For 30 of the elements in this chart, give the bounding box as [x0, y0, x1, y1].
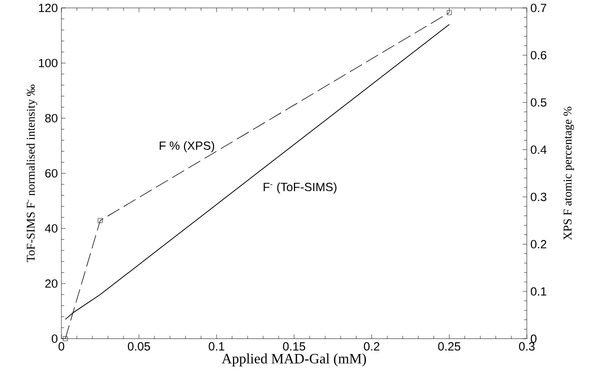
y-tick-label: 40	[44, 224, 58, 233]
y2-tick-label: 0.1	[530, 287, 546, 296]
y2-tick-label: 0.7	[530, 4, 546, 12]
y2-tick-label: 0.5	[530, 98, 546, 107]
x-tick-label: 0.1	[208, 342, 224, 351]
y-axis-title: ToF-SIMS F$^{-}$ normalised intensity ‰	[26, 84, 38, 262]
x-tick-label: 0.2	[364, 342, 380, 351]
y-tick-label: 60	[45, 169, 58, 178]
y2-tick-label: 0	[530, 334, 536, 343]
y2-tick-label: 0.6	[530, 50, 546, 60]
x-tick-label: 0.05	[128, 342, 150, 351]
point	[62, 336, 68, 341]
point	[98, 218, 103, 223]
y-tick-label: 120	[38, 4, 58, 12]
y-tick-label: 20	[45, 279, 58, 288]
series-label: F$^{-}$ (ToF-SIMS)	[264, 182, 336, 194]
x-tick-label: 0.15	[283, 342, 306, 351]
series-label: F % (XPS)	[160, 141, 214, 152]
x-tick-label: 0.25	[438, 342, 460, 351]
x-tick-label: 0.3	[519, 342, 535, 351]
y2-tick-label: 0.3	[530, 192, 546, 202]
point	[446, 10, 452, 15]
y-tick-label: 0	[52, 334, 58, 343]
x-axis-title: Applied MAD-Gal (mM)	[222, 353, 366, 366]
y-tick-label: 80	[45, 114, 58, 122]
y2-axis-title: XPS F atomic percentage %	[564, 106, 574, 240]
y2-tick-label: 0.2	[530, 240, 546, 248]
x-tick-label: 0	[58, 342, 64, 351]
y-tick-label: 100	[38, 58, 58, 68]
y2-tick-label: 0.4	[530, 145, 547, 154]
